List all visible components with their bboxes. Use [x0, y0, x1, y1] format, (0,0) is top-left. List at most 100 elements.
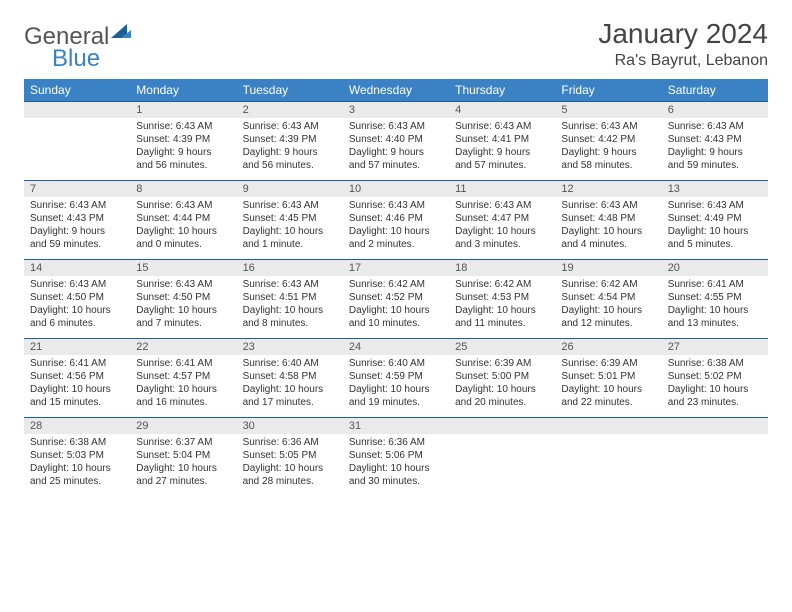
daylight-text: Daylight: 10 hours and 1 minute. [243, 225, 337, 251]
day-number-cell: 27 [662, 339, 768, 356]
sunset-text: Sunset: 5:00 PM [455, 370, 549, 383]
day-number-cell: 15 [130, 260, 236, 277]
daylight-text: Daylight: 9 hours and 56 minutes. [136, 146, 230, 172]
day-number-row: 123456 [24, 102, 768, 119]
sunrise-text: Sunrise: 6:37 AM [136, 436, 230, 449]
sunset-text: Sunset: 4:41 PM [455, 133, 549, 146]
day-number-cell [555, 418, 661, 435]
day-number-cell: 1 [130, 102, 236, 119]
daylight-text: Daylight: 9 hours and 59 minutes. [668, 146, 762, 172]
sunrise-text: Sunrise: 6:42 AM [561, 278, 655, 291]
daylight-text: Daylight: 10 hours and 2 minutes. [349, 225, 443, 251]
daylight-text: Daylight: 10 hours and 17 minutes. [243, 383, 337, 409]
day-number-cell: 18 [449, 260, 555, 277]
sunset-text: Sunset: 4:57 PM [136, 370, 230, 383]
sunset-text: Sunset: 5:05 PM [243, 449, 337, 462]
month-title: January 2024 [598, 18, 768, 50]
title-block: January 2024 Ra's Bayrut, Lebanon [598, 18, 768, 70]
sunrise-text: Sunrise: 6:43 AM [668, 199, 762, 212]
sunset-text: Sunset: 4:47 PM [455, 212, 549, 225]
logo: General Blue [24, 24, 131, 71]
day-info-cell: Sunrise: 6:43 AMSunset: 4:45 PMDaylight:… [237, 197, 343, 260]
sunset-text: Sunset: 4:45 PM [243, 212, 337, 225]
daylight-text: Daylight: 10 hours and 4 minutes. [561, 225, 655, 251]
daylight-text: Daylight: 10 hours and 5 minutes. [668, 225, 762, 251]
daylight-text: Daylight: 10 hours and 15 minutes. [30, 383, 124, 409]
day-info-row: Sunrise: 6:43 AM Sunset: 4:50 PM Daylight:… [24, 276, 768, 339]
sunrise-text: Sunrise: 6:41 AM [668, 278, 762, 291]
day-info-cell: Sunrise: 6:43 AMSunset: 4:39 PMDaylight:… [130, 118, 236, 181]
sunrise-text: Sunrise: 6:43 AM [30, 278, 124, 291]
day-info-cell: Sunrise: 6:40 AMSunset: 4:58 PMDaylight:… [237, 355, 343, 418]
day-info-cell: Sunrise: 6:36 AMSunset: 5:06 PMDaylight:… [343, 434, 449, 496]
day-info-cell: Sunrise: 6:43 AMSunset: 4:47 PMDaylight:… [449, 197, 555, 260]
daylight-text: Daylight: 10 hours and 10 minutes. [349, 304, 443, 330]
day-info-row: Sunrise: 6:43 AMSunset: 4:43 PMDaylight:… [24, 197, 768, 260]
daylight-text: Daylight: 10 hours and 19 minutes. [349, 383, 443, 409]
sunset-text: Sunset: 5:01 PM [561, 370, 655, 383]
daylight-text: Daylight: 10 hours and 30 minutes. [349, 462, 443, 488]
day-info-cell: Sunrise: 6:43 AMSunset: 4:46 PMDaylight:… [343, 197, 449, 260]
day-number-cell: 11 [449, 181, 555, 198]
day-info-cell: Sunrise: 6:42 AMSunset: 4:53 PMDaylight:… [449, 276, 555, 339]
day-info-cell: Sunrise: 6:41 AMSunset: 4:57 PMDaylight:… [130, 355, 236, 418]
day-info-cell: Sunrise: 6:38 AMSunset: 5:03 PMDaylight:… [24, 434, 130, 496]
daylight-text: Daylight: 10 hours and 16 minutes. [136, 383, 230, 409]
day-number-cell: 8 [130, 181, 236, 198]
daylight-text: Daylight: 10 hours and 23 minutes. [668, 383, 762, 409]
day-number-cell: 9 [237, 181, 343, 198]
day-number-cell: 29 [130, 418, 236, 435]
sunset-text: Sunset: 4:48 PM [561, 212, 655, 225]
day-number-cell: 14 [24, 260, 130, 277]
location: Ra's Bayrut, Lebanon [598, 52, 768, 70]
sunset-text: Sunset: 5:04 PM [136, 449, 230, 462]
daylight-text: Daylight: 9 hours and 56 minutes. [243, 146, 337, 172]
day-number-cell [662, 418, 768, 435]
day-info-cell: Sunrise: 6:43 AMSunset: 4:44 PMDaylight:… [130, 197, 236, 260]
daylight-text: Daylight: 10 hours and 22 minutes. [561, 383, 655, 409]
sunrise-text: Sunrise: 6:43 AM [561, 120, 655, 133]
daylight-text: Daylight: 10 hours and 11 minutes. [455, 304, 549, 330]
weekday-header: Sunday [24, 79, 130, 102]
daylight-text: Daylight: 10 hours and 20 minutes. [455, 383, 549, 409]
calendar-table: SundayMondayTuesdayWednesdayThursdayFrid… [24, 79, 768, 496]
sunrise-text: Sunrise: 6:43 AM [349, 199, 443, 212]
day-info-cell [555, 434, 661, 496]
day-info-cell: Sunrise: 6:43 AMSunset: 4:42 PMDaylight:… [555, 118, 661, 181]
day-info-row: Sunrise: 6:38 AMSunset: 5:03 PMDaylight:… [24, 434, 768, 496]
day-info-row: Sunrise: 6:41 AMSunset: 4:56 PMDaylight:… [24, 355, 768, 418]
day-info-cell: Sunrise: 6:42 AMSunset: 4:52 PMDaylight:… [343, 276, 449, 339]
sunrise-text: Sunrise: 6:36 AM [349, 436, 443, 449]
day-number-cell: 25 [449, 339, 555, 356]
weekday-header: Tuesday [237, 79, 343, 102]
sunset-text: Sunset: 4:53 PM [455, 291, 549, 304]
sunset-text: Sunset: 5:03 PM [30, 449, 124, 462]
day-number-cell: 16 [237, 260, 343, 277]
sunset-text: Sunset: 4:58 PM [243, 370, 337, 383]
day-number-cell: 21 [24, 339, 130, 356]
sunrise-text: Sunrise: 6:43 AM [455, 199, 549, 212]
day-number-cell: 5 [555, 102, 661, 119]
day-info-cell: Sunrise: 6:39 AMSunset: 5:01 PMDaylight:… [555, 355, 661, 418]
daylight-text: Daylight: 10 hours and 27 minutes. [136, 462, 230, 488]
weekday-header: Monday [130, 79, 236, 102]
sunrise-text: Sunrise: 6:43 AM [243, 278, 337, 291]
day-number-cell: 31 [343, 418, 449, 435]
day-number-row: 28293031 [24, 418, 768, 435]
day-info-cell: Sunrise: 6:40 AMSunset: 4:59 PMDaylight:… [343, 355, 449, 418]
sunset-text: Sunset: 4:54 PM [561, 291, 655, 304]
day-number-row: 14151617181920 [24, 260, 768, 277]
day-info-cell: Sunrise: 6:43 AMSunset: 4:51 PMDaylight:… [237, 276, 343, 339]
day-info-cell: Sunrise: 6:43 AMSunset: 4:40 PMDaylight:… [343, 118, 449, 181]
day-info-cell: Sunrise: 6:43 AMSunset: 4:39 PMDaylight:… [237, 118, 343, 181]
day-number-cell: 20 [662, 260, 768, 277]
day-info-cell [24, 118, 130, 181]
calendar-header-row: SundayMondayTuesdayWednesdayThursdayFrid… [24, 79, 768, 102]
day-info-cell: Sunrise: 6:43 AMSunset: 4:43 PMDaylight:… [662, 118, 768, 181]
sunset-text: Sunset: 4:50 PM [136, 291, 230, 304]
sunset-text: Sunset: 4:56 PM [30, 370, 124, 383]
sunrise-text: Sunrise: 6:41 AM [136, 357, 230, 370]
day-number-cell: 22 [130, 339, 236, 356]
day-number-cell: 10 [343, 181, 449, 198]
day-number-cell: 12 [555, 181, 661, 198]
